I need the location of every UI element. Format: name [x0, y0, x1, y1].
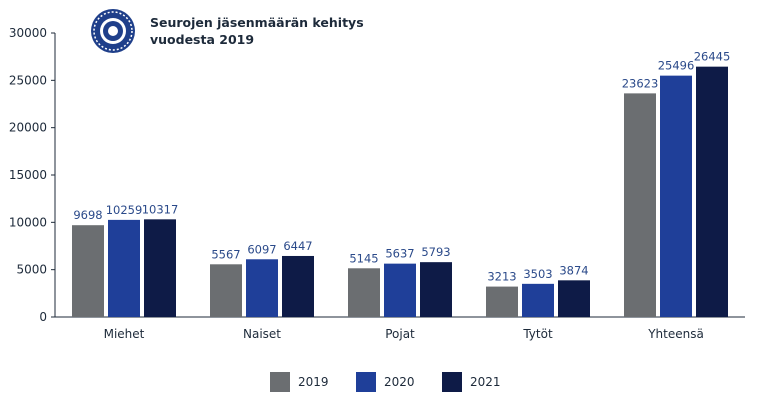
x-category-label: Naiset	[243, 327, 281, 341]
chart-title: Seurojen jäsenmäärän kehitys vuodesta 201…	[150, 15, 364, 47]
y-tick-label: 0	[39, 310, 47, 324]
x-category-label: Yhteensä	[647, 327, 704, 341]
bar	[246, 259, 278, 317]
bar	[486, 286, 518, 317]
data-labels: 9698 10259 10317 5567 6097 6447 5145 5637 5793 32…	[73, 50, 730, 284]
bar-value-label: 5567	[211, 247, 240, 261]
y-tick-label: 10000	[9, 215, 47, 229]
bar-value-label: 10259	[106, 203, 143, 217]
bar	[696, 66, 728, 318]
chart-title-line: Seurojen jäsenmäärän kehitys	[150, 15, 364, 30]
y-tick-label: 20000	[9, 121, 47, 135]
bar	[558, 280, 590, 317]
bar-value-label: 6097	[247, 242, 276, 256]
bar-value-label: 5793	[421, 245, 450, 259]
y-tick-label: 30000	[9, 26, 47, 40]
legend: 2019 2020 2021	[270, 372, 501, 392]
legend-swatch	[270, 372, 290, 392]
legend-label: 2021	[470, 375, 501, 389]
bar	[282, 255, 314, 317]
axes: 0 5000 10000 15000 20000 25000 30000 Miehet Nais…	[9, 26, 745, 341]
bars	[72, 66, 728, 318]
legend-swatch	[442, 372, 462, 392]
chart-title-line: vuodesta 2019	[150, 32, 254, 47]
bar	[108, 219, 140, 317]
legend-label: 2020	[384, 375, 415, 389]
bar-value-label: 23623	[622, 76, 659, 90]
bar	[522, 283, 554, 317]
x-category-label: Pojat	[385, 327, 415, 341]
bar-value-label: 9698	[73, 208, 102, 222]
bar	[660, 75, 692, 317]
bar-value-label: 5145	[349, 251, 378, 265]
bar	[348, 268, 380, 317]
logo-emblem	[91, 9, 135, 53]
legend-swatch	[356, 372, 376, 392]
bar-value-label: 3213	[487, 270, 516, 284]
bar-value-label: 3503	[523, 267, 552, 281]
legend-label: 2019	[298, 375, 329, 389]
bar-value-label: 5637	[385, 247, 414, 261]
bar-value-label: 10317	[142, 202, 179, 216]
bar	[72, 225, 104, 317]
y-tick-label: 15000	[9, 168, 47, 182]
bar	[384, 263, 416, 317]
bar-value-label: 25496	[658, 59, 695, 73]
bar	[420, 262, 452, 317]
bar	[210, 264, 242, 317]
bar-value-label: 3874	[559, 263, 588, 277]
bar-value-label: 26445	[694, 50, 731, 64]
y-tick-label: 5000	[16, 263, 47, 277]
bar	[624, 93, 656, 318]
x-category-label: Tytöt	[522, 327, 553, 341]
bar	[144, 219, 176, 317]
y-tick-label: 25000	[9, 73, 47, 87]
bar-value-label: 6447	[283, 239, 312, 253]
x-category-label: Miehet	[104, 327, 145, 341]
